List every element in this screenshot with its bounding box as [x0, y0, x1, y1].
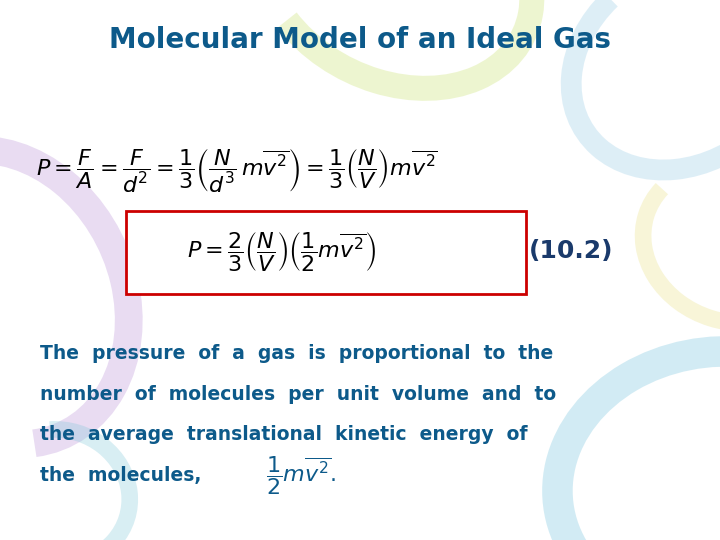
- Text: the  average  translational  kinetic  energy  of: the average translational kinetic energy…: [40, 425, 527, 444]
- Text: $\dfrac{1}{2}m\overline{v^2}.$: $\dfrac{1}{2}m\overline{v^2}.$: [266, 454, 336, 497]
- Text: (10.2): (10.2): [529, 239, 613, 263]
- Bar: [126, 211, 526, 294]
- Text: Molecular Model of an Ideal Gas: Molecular Model of an Ideal Gas: [109, 26, 611, 55]
- Text: $P = \dfrac{F}{A} = \dfrac{F}{d^2} = \dfrac{1}{3}\left(\dfrac{N}{d^3}\, m\overli: $P = \dfrac{F}{A} = \dfrac{F}{d^2} = \df…: [36, 146, 438, 194]
- Text: The  pressure  of  a  gas  is  proportional  to  the: The pressure of a gas is proportional to…: [40, 344, 553, 363]
- Text: number  of  molecules  per  unit  volume  and  to: number of molecules per unit volume and …: [40, 384, 556, 404]
- Text: $P = \dfrac{2}{3}\left(\dfrac{N}{V}\right)\left(\dfrac{1}{2}m\overline{v^2}\righ: $P = \dfrac{2}{3}\left(\dfrac{N}{V}\righ…: [187, 230, 377, 273]
- Text: the  molecules,: the molecules,: [40, 465, 201, 485]
